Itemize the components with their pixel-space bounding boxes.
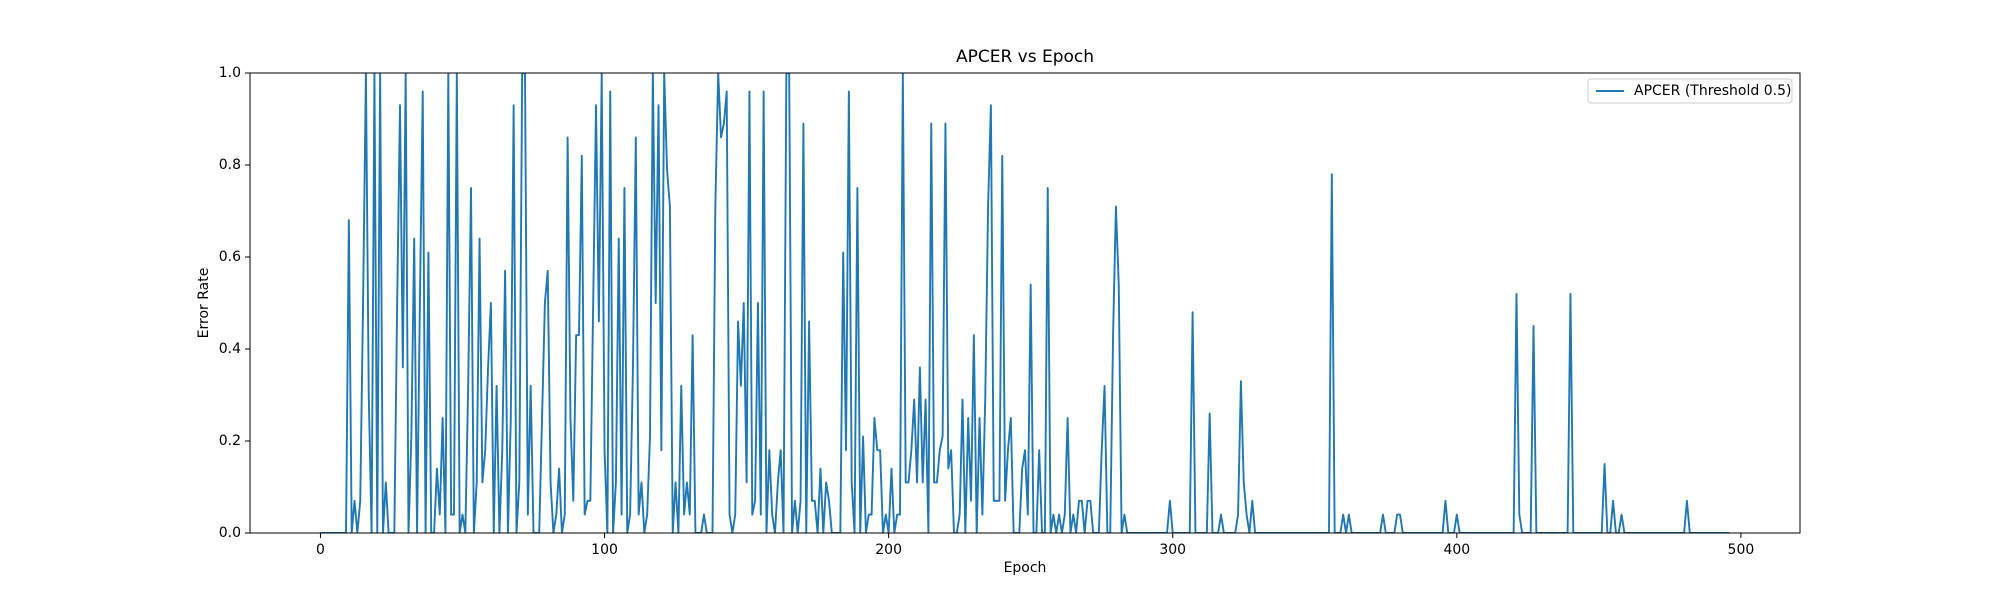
x-tick-label: 300 — [1159, 542, 1186, 558]
y-tick-label: 0.0 — [219, 525, 241, 541]
y-axis-label: Error Rate — [196, 268, 212, 339]
ticks: 0 100 200 300 400 500 0.0 0.2 0.4 0.6 0.8 1.0 — [219, 65, 1755, 558]
y-tick-label: 0.6 — [219, 249, 241, 265]
x-tick-label: 0 — [316, 542, 325, 558]
legend-label: APCER (Threshold 0.5) — [1634, 83, 1791, 99]
legend-box — [1587, 78, 1793, 104]
x-axis-label: Epoch — [1004, 560, 1047, 576]
chart-title: APCER vs Epoch — [956, 47, 1094, 67]
data-line — [320, 73, 1730, 533]
x-tick-label: 500 — [1728, 542, 1755, 558]
x-tick-label: 100 — [591, 542, 618, 558]
axes-frame — [249, 72, 1801, 534]
y-tick-label: 1.0 — [219, 65, 241, 81]
x-tick-label: 400 — [1443, 542, 1470, 558]
legend: APCER (Threshold 0.5) — [1587, 78, 1793, 104]
y-tick-label: 0.2 — [219, 433, 241, 449]
x-tick-label: 200 — [875, 542, 902, 558]
plot-area — [320, 73, 1730, 533]
y-tick-label: 0.4 — [219, 341, 241, 357]
y-tick-label: 0.8 — [219, 157, 241, 173]
